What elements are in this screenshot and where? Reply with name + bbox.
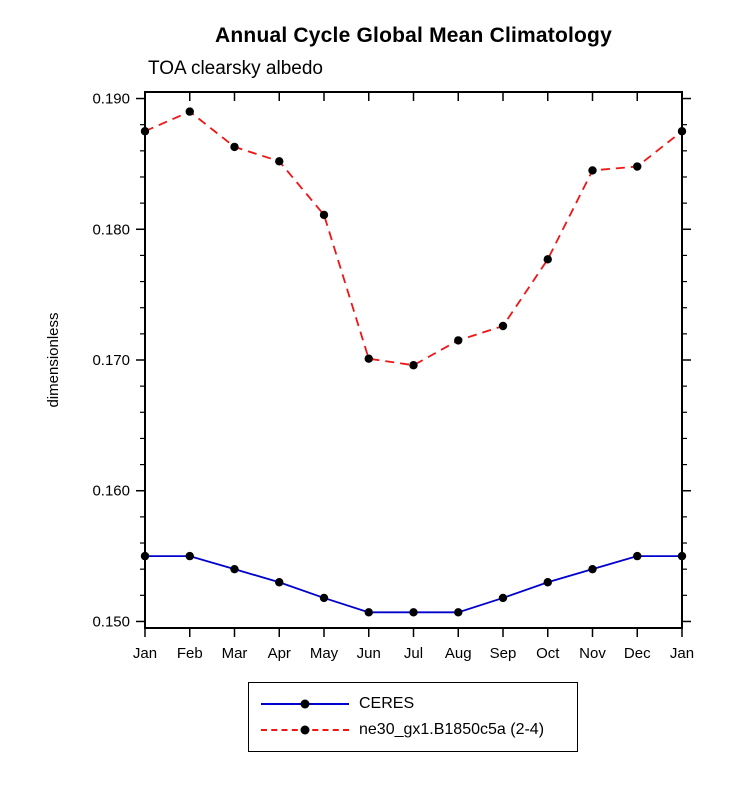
data-point-marker [319, 210, 329, 220]
data-point-marker [498, 321, 508, 331]
data-point-marker [364, 354, 373, 363]
legend-label-ceres: CERES [359, 695, 415, 712]
x-tick-label: Feb [177, 645, 203, 662]
data-point-marker [633, 162, 642, 171]
x-tick-label: Mar [222, 645, 248, 662]
data-point-marker [543, 255, 552, 264]
x-tick-label: Oct [536, 645, 560, 662]
data-point-marker [230, 564, 239, 574]
y-tick-label: 0.160 [92, 483, 130, 500]
data-point-marker [588, 564, 597, 574]
legend-marker-dot [300, 699, 310, 709]
data-point-marker [185, 107, 194, 116]
y-tick-label: 0.150 [92, 613, 130, 630]
x-tick-label: Aug [445, 645, 472, 662]
chart-subtitle: TOA clearsky albedo [148, 58, 323, 79]
data-point-marker [409, 608, 418, 617]
data-point-marker [409, 361, 418, 370]
series-line [144, 110, 683, 367]
x-tick-label: Nov [579, 645, 606, 662]
y-axis-label: dimensionless [45, 312, 62, 407]
data-point-marker [543, 578, 552, 587]
legend-line-sample-ceres [261, 699, 349, 709]
y-tick-label: 0.190 [92, 91, 130, 108]
data-point-marker [230, 142, 239, 152]
data-point-marker [275, 157, 284, 166]
data-point-marker [140, 127, 150, 136]
data-point-marker [454, 336, 463, 345]
legend-item-ceres: CERES [261, 691, 567, 717]
legend-line-sample-model [261, 725, 349, 735]
chart-plot: Jan Feb Mar Apr May Jun Jul Aug Sep Oct Nov Dec Jan0… [45, 91, 694, 662]
legend: CERES ne30_gx1.B1850c5a (2-4) [248, 682, 578, 752]
data-point-marker [677, 127, 687, 136]
x-tick-label: Jan [133, 645, 157, 662]
y-tick-label: 0.170 [92, 352, 130, 369]
x-tick-label: May [310, 645, 339, 662]
x-tick-label: Jul [404, 645, 423, 662]
data-point-marker [677, 551, 687, 561]
data-point-marker [275, 578, 284, 587]
x-tick-label: Dec [624, 645, 651, 662]
legend-label-model: ne30_gx1.B1850c5a (2-4) [359, 721, 545, 738]
data-point-marker [185, 551, 194, 561]
x-tick-label: Jan [670, 645, 694, 662]
x-tick-label: Sep [490, 645, 517, 662]
series-line [145, 555, 682, 614]
data-point-marker [588, 166, 597, 175]
x-tick-label: Jun [357, 645, 381, 662]
data-point-marker [498, 593, 508, 603]
y-tick-label: 0.180 [92, 221, 130, 238]
legend-item-model: ne30_gx1.B1850c5a (2-4) [261, 717, 567, 743]
data-point-marker [454, 608, 463, 617]
data-point-marker [633, 551, 642, 561]
data-point-marker [319, 593, 329, 603]
data-point-marker [364, 608, 373, 617]
legend-marker-dot [300, 725, 310, 735]
x-tick-label: Apr [268, 645, 291, 662]
chart-title: Annual Cycle Global Mean Climatology [215, 24, 612, 47]
data-point-marker [140, 551, 150, 561]
